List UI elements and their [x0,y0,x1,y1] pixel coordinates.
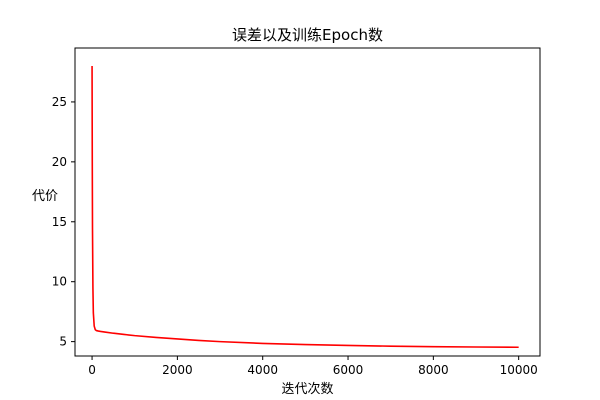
y-axis-title: 代价 [32,189,58,204]
x-tick-label: 6000 [333,363,364,377]
x-tick-label: 4000 [247,363,278,377]
plot-frame [74,47,541,357]
y-tick-label: 25 [52,95,67,109]
y-tick-label: 5 [59,335,67,349]
x-tick-label: 0 [88,363,96,377]
y-tick-label: 15 [52,215,67,229]
x-axis-ticks: 0 2000 4000 6000 8000 10000 [88,356,538,377]
x-tick-label: 2000 [162,363,193,377]
plot-area [91,65,519,349]
chart-title: 误差以及训练Epoch数 [232,26,383,44]
x-tick-label: 8000 [418,363,449,377]
x-axis-title: 迭代次数 [281,381,333,397]
y-tick-label: 10 [52,275,67,289]
y-axis-ticks: 5 10 15 20 25 [52,95,75,349]
y-tick-label: 20 [52,155,67,169]
x-tick-label: 10000 [500,363,538,377]
series-line-0 [91,65,519,349]
